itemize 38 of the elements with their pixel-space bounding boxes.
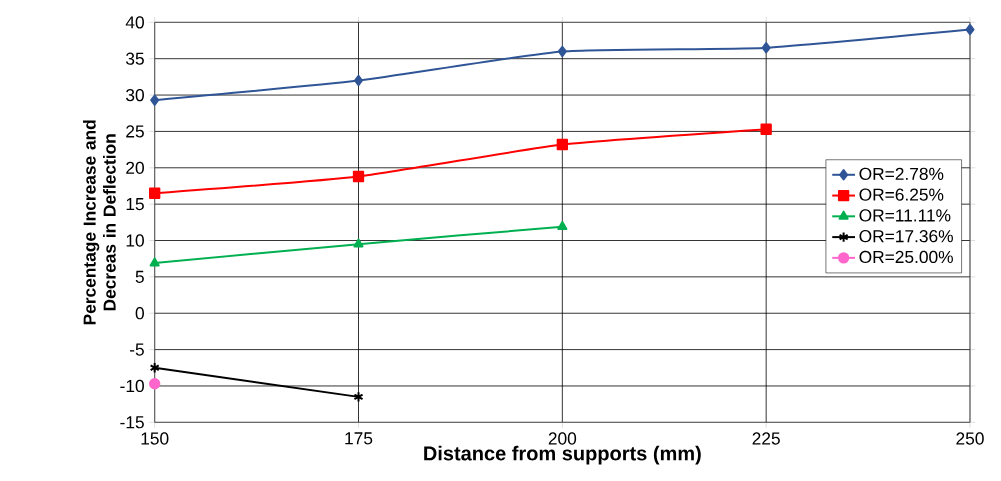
- point: [557, 45, 567, 58]
- point: [149, 378, 161, 390]
- point: [760, 123, 772, 135]
- point: [149, 187, 161, 199]
- legend-label: OR=17.36%: [859, 230, 953, 243]
- legend-label: OR=2.78%: [859, 167, 944, 181]
- point: [353, 238, 364, 248]
- point: [353, 391, 364, 403]
- y-tick-label: 10: [126, 234, 144, 247]
- x-tick-label: 200: [548, 432, 577, 445]
- legend-label: OR=11.11%: [859, 209, 951, 222]
- y-tick-label: 0: [135, 307, 144, 320]
- y-tick-label: 25: [126, 125, 144, 138]
- y-tick-label: 15: [126, 198, 144, 211]
- x-tick-label: 250: [956, 432, 984, 445]
- y-tick-label: -15: [120, 416, 144, 429]
- y-tick-label: -10: [120, 379, 144, 393]
- y-tick-label: 35: [126, 52, 144, 65]
- legend-label: OR=25.00%: [859, 250, 953, 264]
- y-tick-label: 5: [135, 270, 144, 283]
- point: [149, 362, 160, 374]
- point: [150, 94, 160, 106]
- y-tick-label: 40: [125, 16, 144, 29]
- point: [149, 257, 160, 267]
- y-tick-label: -5: [129, 343, 144, 356]
- y-axis-title: Percentage Increase and Decreas in Deflection: [83, 120, 116, 325]
- point: [965, 23, 975, 36]
- x-tick-label: 175: [345, 432, 373, 445]
- point: [557, 221, 568, 231]
- y-tick-label: 30: [126, 88, 144, 102]
- x-tick-label: 150: [141, 432, 169, 445]
- y-tick-label: 20: [126, 161, 144, 174]
- x-tick-label: 225: [752, 432, 780, 445]
- legend-label: OR=6.25%: [859, 188, 944, 201]
- point: [556, 138, 568, 151]
- point: [761, 42, 771, 54]
- x-axis-title: Distance from supports (mm): [424, 445, 701, 465]
- point: [352, 170, 365, 183]
